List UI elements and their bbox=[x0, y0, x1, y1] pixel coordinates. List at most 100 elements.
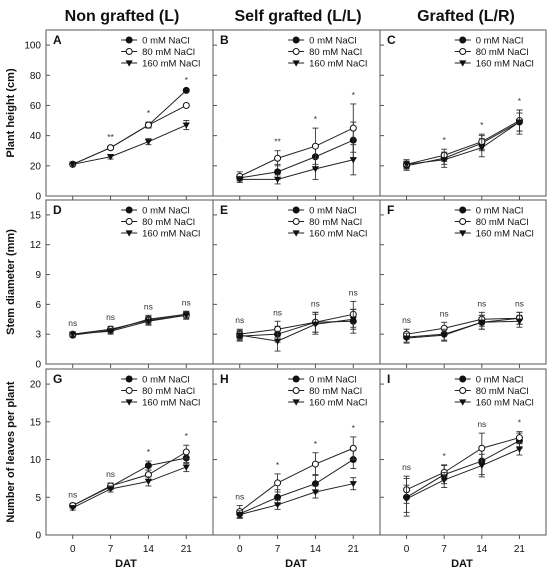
series-line bbox=[406, 320, 520, 339]
x-tick-label: 21 bbox=[348, 544, 360, 555]
significance-label: * bbox=[518, 418, 522, 428]
legend-marker bbox=[125, 60, 133, 67]
significance-label: ns bbox=[440, 308, 449, 318]
significance-label: ** bbox=[107, 132, 114, 142]
series-line bbox=[239, 318, 354, 342]
legend-marker bbox=[125, 399, 133, 406]
y-tick-label: 0 bbox=[35, 192, 41, 203]
data-point bbox=[182, 101, 190, 109]
panel-letter: A bbox=[53, 33, 62, 47]
series-80-mm-nacl bbox=[403, 311, 523, 340]
panel-frame bbox=[379, 29, 547, 197]
legend-label: 80 mM NaCl bbox=[142, 386, 195, 397]
significance-label: * bbox=[480, 120, 484, 130]
legend-marker bbox=[125, 230, 133, 237]
series-line bbox=[239, 483, 354, 516]
significance-label: ns bbox=[235, 315, 244, 325]
y-tick-label: 5 bbox=[35, 493, 41, 504]
legend-item: 0 mM NaCl bbox=[288, 375, 357, 386]
legend-item: 0 mM NaCl bbox=[121, 375, 190, 386]
legend-item: 80 mM NaCl bbox=[454, 386, 528, 397]
y-tick-label: 15 bbox=[30, 210, 42, 221]
series-line bbox=[406, 121, 520, 167]
significance-label: ns bbox=[477, 419, 486, 429]
data-point bbox=[273, 338, 282, 345]
series-160-mm-nacl bbox=[236, 144, 357, 185]
legend-item: 160 mM NaCl bbox=[288, 229, 367, 240]
x-tick-label: 14 bbox=[476, 544, 488, 555]
x-tick-label: 14 bbox=[143, 544, 155, 555]
legend-label: 160 mM NaCl bbox=[309, 229, 367, 240]
data-point bbox=[182, 464, 190, 471]
legend-item: 160 mM NaCl bbox=[121, 59, 200, 70]
legend-marker bbox=[125, 206, 133, 214]
legend-label: 160 mM NaCl bbox=[476, 229, 534, 240]
series-0-mm-nacl bbox=[403, 432, 523, 517]
significance-label: ** bbox=[274, 137, 281, 147]
data-point bbox=[274, 493, 282, 501]
data-point bbox=[273, 502, 282, 509]
significance-label: ns bbox=[182, 297, 191, 307]
legend-item: 80 mM NaCl bbox=[454, 47, 528, 58]
data-point bbox=[311, 321, 320, 328]
data-point bbox=[402, 496, 411, 503]
data-point bbox=[182, 86, 190, 94]
significance-label: * bbox=[314, 114, 318, 124]
data-point bbox=[69, 331, 77, 338]
series-80-mm-nacl bbox=[403, 109, 523, 170]
data-point bbox=[274, 154, 282, 162]
series-line bbox=[72, 466, 187, 509]
significance-label: ns bbox=[68, 318, 77, 328]
data-point bbox=[311, 489, 320, 496]
significance-label: ns bbox=[402, 462, 411, 472]
legend-marker bbox=[292, 375, 300, 383]
y-tick-label: 9 bbox=[35, 270, 41, 281]
data-point bbox=[311, 166, 320, 173]
significance-label: * bbox=[518, 96, 522, 106]
series-0-mm-nacl bbox=[236, 450, 357, 519]
x-tick-label: 7 bbox=[275, 544, 281, 555]
legend-label: 0 mM NaCl bbox=[309, 375, 357, 386]
significance-label: ns bbox=[402, 315, 411, 325]
series-160-mm-nacl bbox=[69, 310, 190, 338]
significance-label: * bbox=[314, 439, 318, 449]
series-160-mm-nacl bbox=[69, 462, 190, 512]
legend-label: 160 mM NaCl bbox=[476, 398, 534, 409]
legend-marker bbox=[292, 218, 300, 225]
legend-item: 0 mM NaCl bbox=[121, 36, 190, 47]
significance-label: * bbox=[276, 460, 280, 470]
y-tick-label: 60 bbox=[30, 101, 42, 112]
legend-marker bbox=[125, 48, 133, 55]
data-point bbox=[69, 161, 77, 168]
legend-marker bbox=[292, 60, 300, 67]
series-160-mm-nacl bbox=[236, 477, 357, 519]
y-tick-label: 6 bbox=[35, 300, 41, 311]
legend-label: 160 mM NaCl bbox=[309, 398, 367, 409]
legend-label: 0 mM NaCl bbox=[309, 36, 357, 47]
series-line bbox=[406, 440, 520, 498]
data-point bbox=[402, 161, 411, 168]
data-point bbox=[515, 446, 524, 453]
x-tick-label: 0 bbox=[404, 544, 410, 555]
significance-label: * bbox=[443, 135, 447, 145]
legend-item: 160 mM NaCl bbox=[454, 398, 534, 409]
x-tick-label: 0 bbox=[70, 544, 76, 555]
column-title-non-grafted: Non grafted (L) bbox=[65, 8, 180, 25]
legend-item: 80 mM NaCl bbox=[121, 217, 195, 228]
data-point bbox=[182, 448, 190, 456]
legend-label: 80 mM NaCl bbox=[309, 47, 362, 58]
data-point bbox=[440, 157, 448, 164]
significance-label: * bbox=[147, 108, 151, 118]
legend-marker bbox=[125, 387, 133, 394]
series-160-mm-nacl bbox=[402, 314, 524, 344]
data-point bbox=[236, 512, 244, 519]
data-point bbox=[349, 124, 357, 132]
data-point bbox=[274, 168, 282, 176]
legend-marker bbox=[459, 48, 467, 55]
panel-G: G 0 5 10 15 20 0 7 14 21 Number of leaves per plan… bbox=[5, 368, 214, 555]
legend-item: 80 mM NaCl bbox=[288, 386, 362, 397]
data-point bbox=[349, 316, 357, 323]
data-point bbox=[478, 145, 486, 152]
